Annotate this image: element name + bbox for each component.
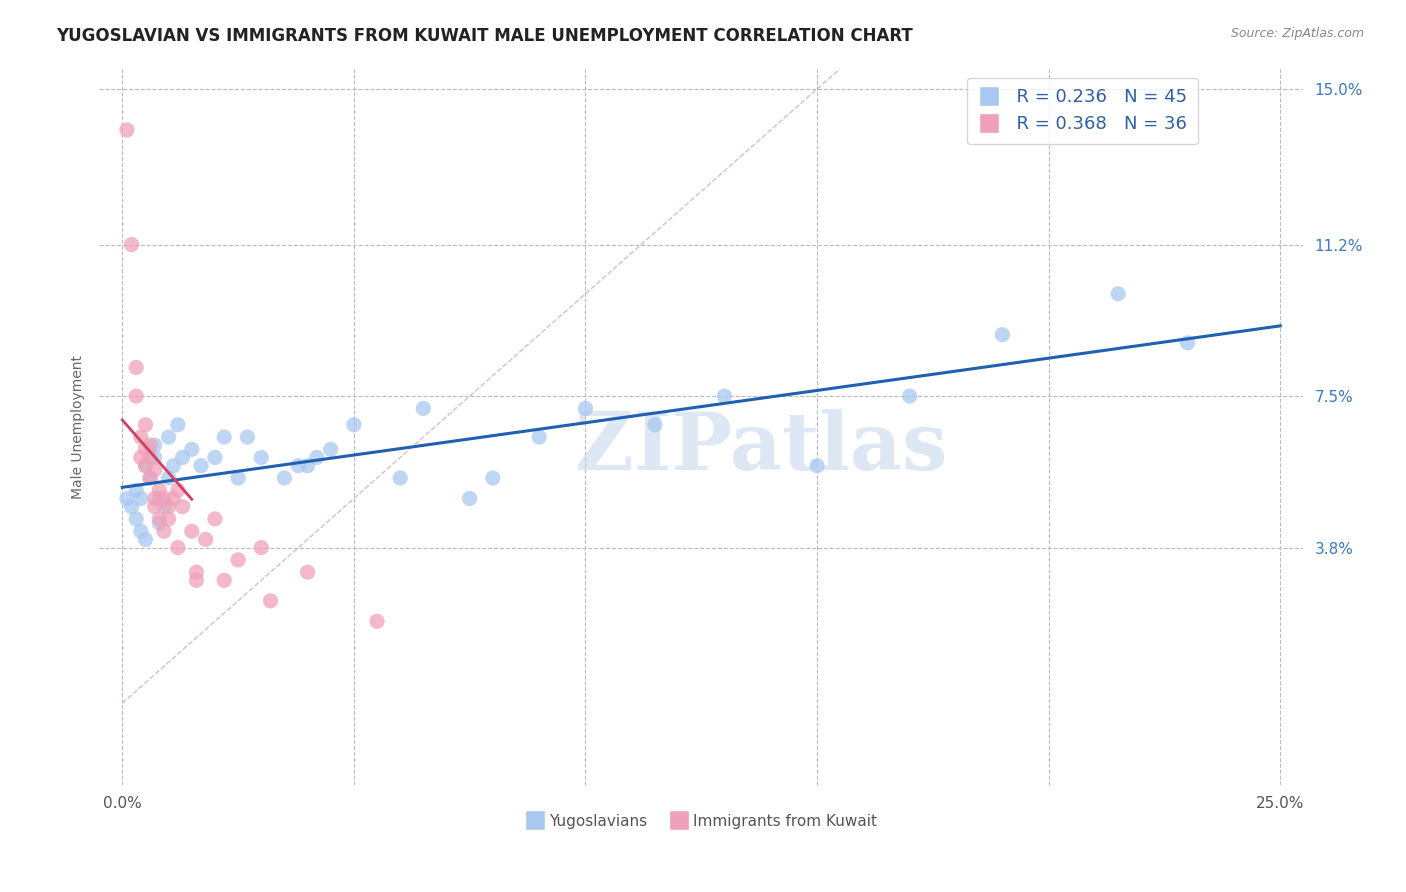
Point [157,471,180,485]
Point [121,500,143,514]
Point [180,524,202,539]
Point [204,450,226,465]
Point [186,565,208,579]
Point [574,401,596,416]
Point [167,483,190,498]
Text: YUGOSLAVIAN VS IMMIGRANTS FROM KUWAIT MALE UNEMPLOYMENT CORRELATION CHART: YUGOSLAVIAN VS IMMIGRANTS FROM KUWAIT MA… [56,27,912,45]
Point [273,471,295,485]
Point [204,512,226,526]
Point [343,417,366,432]
Point [1177,335,1199,350]
Point [121,237,143,252]
Point [134,442,156,457]
Point [148,491,170,506]
Point [1107,286,1129,301]
Point [115,123,138,137]
Point [162,458,184,473]
Point [297,565,319,579]
Y-axis label: Male Unemployment: Male Unemployment [72,355,86,499]
Point [129,524,152,539]
Point [212,430,235,444]
Point [139,450,162,465]
Point [250,450,273,465]
Point [125,360,148,375]
Point [129,430,152,444]
Point [305,450,328,465]
Point [148,516,170,530]
Point [366,615,388,629]
Point [139,471,162,485]
Point [134,458,156,473]
Point [134,458,156,473]
Point [172,500,194,514]
Point [148,512,170,526]
Point [898,389,921,403]
Point [190,458,212,473]
Point [148,483,170,498]
Point [143,450,166,465]
Point [194,533,217,547]
Point [143,463,166,477]
Point [167,541,190,555]
Point [125,512,148,526]
Point [157,512,180,526]
Point [806,458,828,473]
Point [226,553,249,567]
Point [527,430,550,444]
Point [991,327,1014,342]
Point [412,401,434,416]
Point [236,430,259,444]
Point [212,574,235,588]
Point [389,471,412,485]
Legend: Yugoslavians, Immigrants from Kuwait: Yugoslavians, Immigrants from Kuwait [520,807,883,835]
Point [172,450,194,465]
Point [713,389,735,403]
Point [125,483,148,498]
Point [153,500,176,514]
Point [482,471,505,485]
Point [162,491,184,506]
Point [143,438,166,452]
Point [157,500,180,514]
Point [186,574,208,588]
Point [226,471,249,485]
Point [644,417,666,432]
Point [250,541,273,555]
Point [139,438,162,452]
Point [458,491,481,506]
Point [134,533,156,547]
Point [180,442,202,457]
Point [319,442,342,457]
Text: ZIPatlas: ZIPatlas [575,409,948,487]
Point [129,450,152,465]
Point [167,417,190,432]
Point [129,491,152,506]
Text: Source: ZipAtlas.com: Source: ZipAtlas.com [1230,27,1364,40]
Point [134,417,156,432]
Point [153,524,176,539]
Point [287,458,309,473]
Point [139,471,162,485]
Point [297,458,319,473]
Point [143,491,166,506]
Point [115,491,138,506]
Point [157,430,180,444]
Point [125,389,148,403]
Point [153,491,176,506]
Point [259,594,281,608]
Point [143,500,166,514]
